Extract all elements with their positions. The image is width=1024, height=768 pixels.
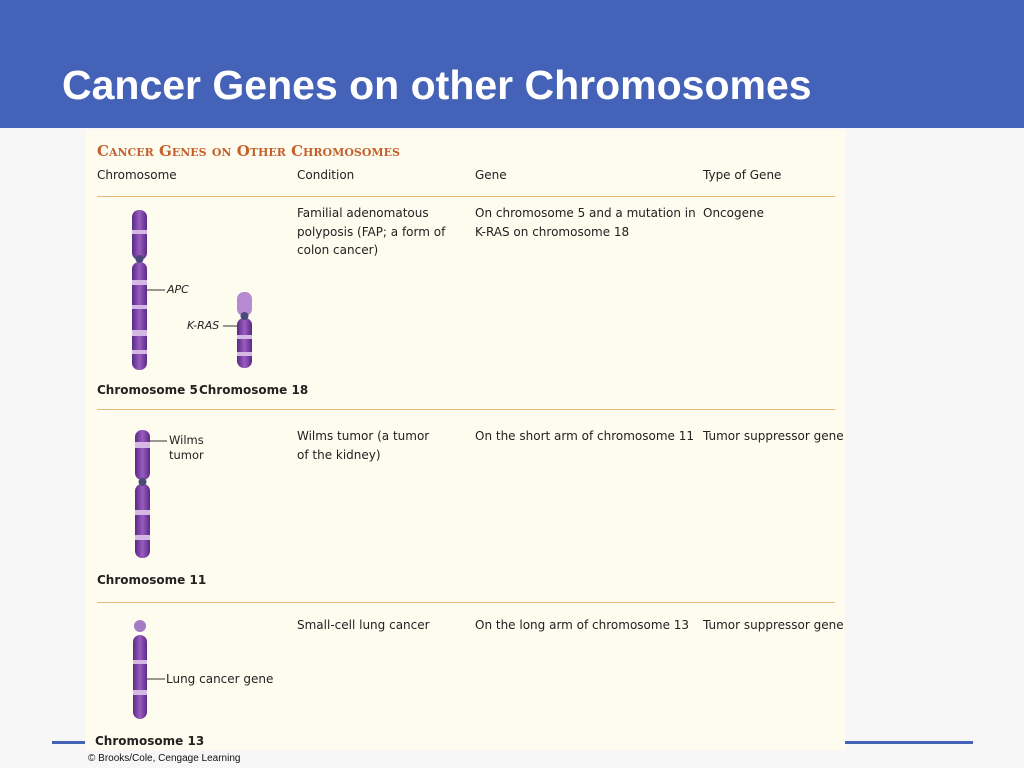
chromosome-13 (133, 620, 147, 719)
condition: Wilms tumor (a tumor of the kidney) (297, 429, 430, 462)
chromosome-label: Chromosome 13 (95, 734, 205, 748)
gene-label: Wilms tumor (169, 433, 204, 462)
chromosome-label: Chromosome 18 (199, 383, 309, 397)
gene: On the short arm of chromosome 11 (475, 429, 694, 443)
header: Cancer Genes on other Chromosomes (0, 0, 1024, 128)
figure: Cancer Genes on Other Chromosomes Chromo… (85, 130, 845, 750)
gene-label: Lung cancer gene (166, 672, 274, 686)
column-header: Chromosome (97, 168, 177, 182)
gene-type: Tumor suppressor gene (703, 429, 844, 443)
slide-title: Cancer Genes on other Chromosomes (62, 62, 812, 108)
gene: On chromosome 5 and a mutation in K-RAS … (475, 206, 696, 239)
gene-label: K-RAS (187, 319, 220, 332)
gene: On the long arm of chromosome 13 (475, 618, 690, 632)
chromosomes (132, 210, 252, 719)
gene-label: APC (167, 283, 189, 296)
gene-type: Oncogene (703, 206, 764, 220)
condition: Familial adenomatous polyposis (FAP; a f… (297, 206, 446, 257)
divider (97, 602, 835, 603)
divider (97, 409, 835, 410)
gene-type: Tumor suppressor gene (703, 618, 844, 632)
column-header: Type of Gene (703, 168, 782, 182)
column-header: Gene (475, 168, 507, 182)
credit: © Brooks/Cole, Cengage Learning (88, 753, 241, 764)
rule (52, 741, 85, 744)
chromosome-label: Chromosome 5 (97, 383, 198, 397)
figure-title: Cancer Genes on Other Chromosomes (97, 142, 400, 160)
chromosome-18 (237, 292, 252, 368)
chromosome-5 (132, 210, 147, 370)
divider (97, 196, 835, 197)
column-header: Condition (297, 168, 355, 182)
rule (845, 741, 973, 744)
condition: Small-cell lung cancer (297, 618, 430, 632)
chromosome-label: Chromosome 11 (97, 573, 207, 587)
